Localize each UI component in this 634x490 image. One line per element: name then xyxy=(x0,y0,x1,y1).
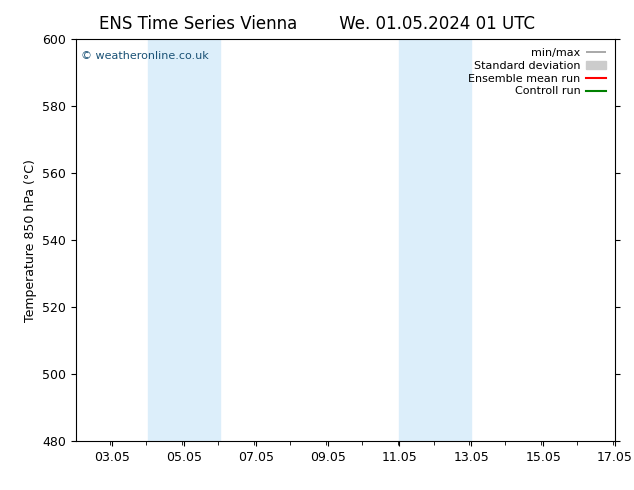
Bar xyxy=(184,39,220,441)
Bar xyxy=(436,39,471,441)
Text: ENS Time Series Vienna        We. 01.05.2024 01 UTC: ENS Time Series Vienna We. 01.05.2024 01… xyxy=(99,15,535,33)
Bar xyxy=(399,39,436,441)
Text: © weatheronline.co.uk: © weatheronline.co.uk xyxy=(81,51,209,61)
Y-axis label: Temperature 850 hPa (°C): Temperature 850 hPa (°C) xyxy=(24,159,37,321)
Bar xyxy=(148,39,184,441)
Legend: min/max, Standard deviation, Ensemble mean run, Controll run: min/max, Standard deviation, Ensemble me… xyxy=(465,45,609,100)
